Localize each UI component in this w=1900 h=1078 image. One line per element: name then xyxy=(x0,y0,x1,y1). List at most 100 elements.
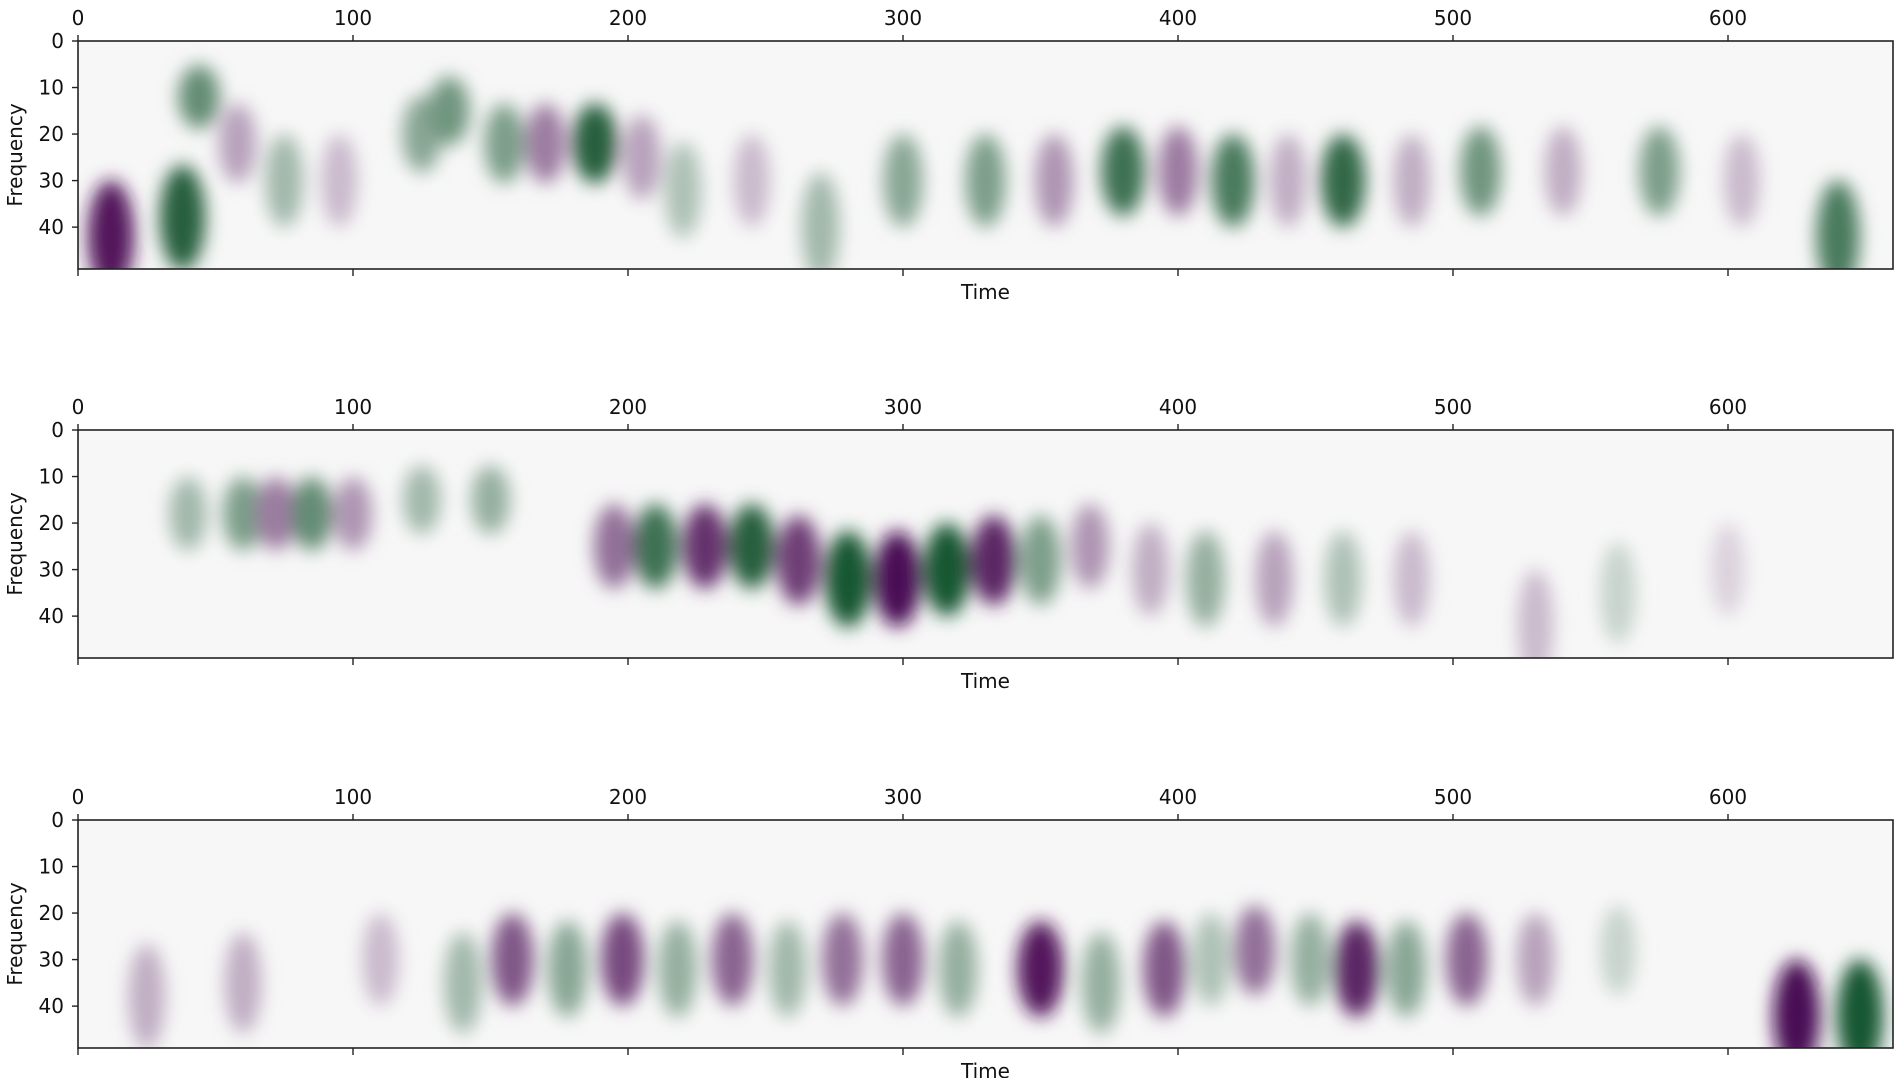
x-tick-label: 0 xyxy=(72,785,85,809)
heatmap-cell xyxy=(768,920,807,1018)
x-tick-label: 100 xyxy=(334,785,372,809)
heatmap-cell xyxy=(1081,932,1121,1034)
heatmap-cell xyxy=(883,134,923,228)
x-axis-label: Time xyxy=(960,669,1010,693)
y-tick-label: 0 xyxy=(51,808,64,832)
heatmap-cell xyxy=(600,913,645,1007)
heatmap-cell xyxy=(1516,913,1555,1007)
heatmap-cells xyxy=(87,65,1860,269)
heatmap-cell xyxy=(1600,542,1636,644)
x-axis-label: Time xyxy=(960,1059,1010,1078)
heatmap-cell xyxy=(290,477,333,551)
x-tick-label: 600 xyxy=(1709,785,1747,809)
y-tick-label: 40 xyxy=(39,994,64,1018)
y-tick-label: 10 xyxy=(39,855,64,879)
heatmap-cell xyxy=(265,134,304,228)
x-tick-label: 200 xyxy=(609,785,647,809)
heatmap-panel-3: 0 100 200 300 400 500 600 0 10 20 30 40 Time Frequenc… xyxy=(3,785,1894,1078)
heatmap-cell xyxy=(1723,134,1760,228)
heatmap-cell xyxy=(658,920,697,1018)
x-tick-label: 500 xyxy=(1434,785,1472,809)
heatmap-cell xyxy=(682,503,728,589)
x-tick-label: 300 xyxy=(884,395,922,419)
heatmap-cell xyxy=(965,134,1006,228)
heatmap-panel-1: 0 100 200 300 400 500 600 0 10 20 30 40 Time Frequenc… xyxy=(3,6,1894,304)
heatmap-cell xyxy=(484,103,525,184)
heatmap-cell xyxy=(1320,134,1366,228)
heatmap-cell xyxy=(1211,134,1255,228)
y-tick-label: 30 xyxy=(39,558,64,582)
heatmap-cell xyxy=(1816,180,1860,269)
heatmap-cell xyxy=(1639,126,1680,217)
heatmap-cells xyxy=(169,465,1746,658)
heatmap-cell xyxy=(873,530,922,628)
x-tick-label: 600 xyxy=(1709,395,1747,419)
heatmap-cell xyxy=(1324,530,1362,628)
heatmap-cell xyxy=(776,515,821,606)
y-tick-label: 0 xyxy=(51,29,64,53)
heatmap-cell xyxy=(428,76,470,146)
heatmap-cell xyxy=(1255,530,1294,628)
heatmap-cell xyxy=(801,172,840,269)
heatmap-cell xyxy=(1386,920,1426,1018)
heatmap-cell xyxy=(822,913,863,1007)
y-tick-label: 40 xyxy=(39,215,64,239)
heatmap-panel-2: 0 100 200 300 400 500 600 0 10 20 30 40 Time Frequenc… xyxy=(3,395,1894,693)
plot-frame xyxy=(77,429,1894,659)
heatmap-cell xyxy=(1017,920,1064,1018)
heatmap-cell xyxy=(1158,126,1198,217)
heatmap-cell xyxy=(1035,134,1074,228)
y-tick-label: 20 xyxy=(39,511,64,535)
y-axis-label: Frequency xyxy=(3,103,27,206)
heatmap-cell xyxy=(1710,523,1746,617)
heatmap-cell xyxy=(733,134,770,228)
heatmap-cell xyxy=(333,477,373,551)
heatmap-cell xyxy=(1460,126,1501,217)
heatmap-cell xyxy=(471,465,510,535)
heatmap-cell xyxy=(1101,126,1145,217)
heatmap-cell xyxy=(938,920,978,1018)
y-tick-label: 0 xyxy=(51,418,64,442)
y-tick-label: 20 xyxy=(39,122,64,146)
x-tick-label: 0 xyxy=(72,6,85,30)
heatmap-cell xyxy=(402,465,441,535)
x-axis-label: Time xyxy=(960,280,1010,304)
heatmap-cell xyxy=(923,523,971,617)
heatmap-cell xyxy=(1445,913,1488,1007)
heatmap-cell xyxy=(128,943,166,1048)
heatmap-cell xyxy=(525,103,566,184)
y-tick-label: 10 xyxy=(39,465,64,489)
heatmap-cell xyxy=(1517,569,1554,658)
y-axis-label: Frequency xyxy=(3,882,27,985)
heatmap-cell xyxy=(882,913,924,1007)
x-tick-label: 400 xyxy=(1159,395,1197,419)
heatmap-cell xyxy=(1143,920,1186,1018)
heatmap-cell xyxy=(223,477,263,551)
x-tick-label: 600 xyxy=(1709,6,1747,30)
heatmap-cell xyxy=(1773,959,1821,1048)
heatmap-cell xyxy=(1132,523,1169,617)
heatmap-cell xyxy=(1192,913,1230,1007)
x-tick-label: 300 xyxy=(884,6,922,30)
heatmap-cell xyxy=(572,103,618,184)
x-tick-label: 200 xyxy=(609,6,647,30)
heatmap-cell xyxy=(633,503,678,589)
heatmap-cell xyxy=(711,913,754,1007)
y-tick-label: 10 xyxy=(39,76,64,100)
heatmap-cell xyxy=(1020,515,1061,606)
heatmap-cell xyxy=(1333,920,1380,1018)
x-tick-label: 200 xyxy=(609,395,647,419)
x-tick-label: 100 xyxy=(334,395,372,419)
y-tick-label: 30 xyxy=(39,169,64,193)
heatmap-cell xyxy=(169,477,207,551)
heatmap-cell xyxy=(970,515,1017,606)
heatmap-cell xyxy=(362,913,399,1007)
heatmap-cell xyxy=(178,65,220,129)
x-tick-label: 400 xyxy=(1159,6,1197,30)
heatmap-cell xyxy=(622,114,661,200)
heatmap-cell xyxy=(321,134,358,228)
heatmap-cell xyxy=(224,932,262,1034)
heatmap-cell xyxy=(444,932,482,1034)
plot-frame xyxy=(77,40,1894,270)
